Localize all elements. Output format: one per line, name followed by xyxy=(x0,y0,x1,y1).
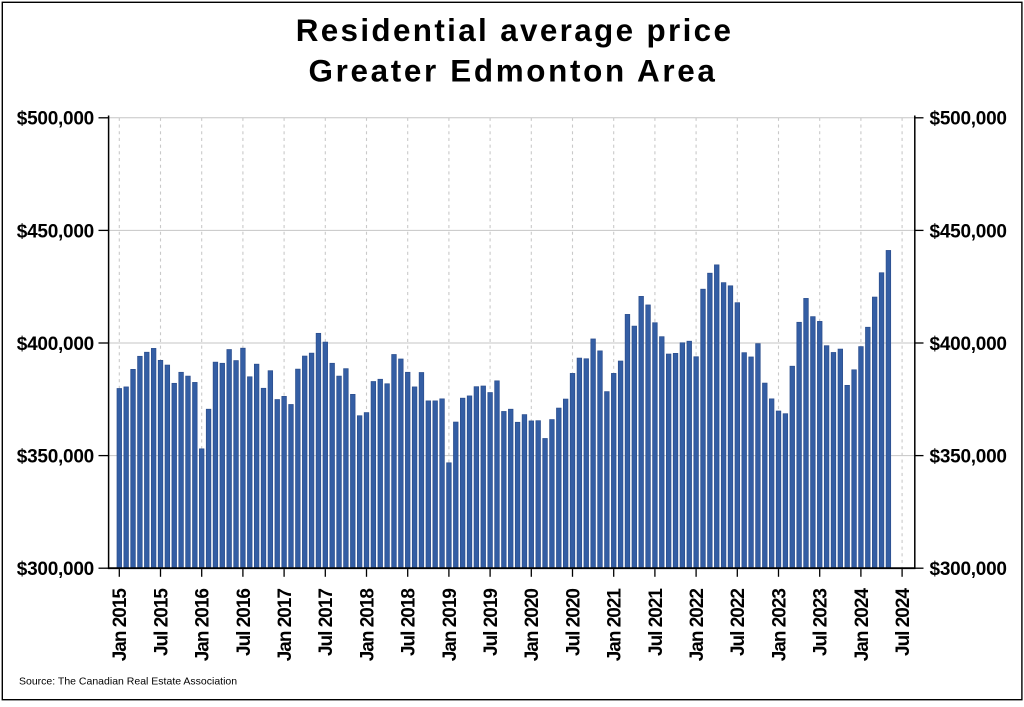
svg-text:Source: The Canadian Real Esta: Source: The Canadian Real Estate Associa… xyxy=(19,676,237,688)
svg-text:Jul 2021: Jul 2021 xyxy=(646,588,667,656)
svg-text:Jul 2016: Jul 2016 xyxy=(234,589,255,656)
svg-text:$500,000: $500,000 xyxy=(930,109,1007,130)
svg-text:Jan 2018: Jan 2018 xyxy=(357,589,378,662)
svg-text:Jul 2017: Jul 2017 xyxy=(316,589,337,656)
svg-text:$500,000: $500,000 xyxy=(17,109,94,130)
svg-text:Jul 2023: Jul 2023 xyxy=(811,589,832,656)
svg-text:Residential average price: Residential average price xyxy=(296,13,734,48)
svg-text:Jan 2019: Jan 2019 xyxy=(440,589,461,662)
svg-text:Jul 2024: Jul 2024 xyxy=(893,588,914,656)
svg-text:$450,000: $450,000 xyxy=(17,221,94,242)
svg-text:$300,000: $300,000 xyxy=(930,559,1007,580)
svg-text:Jan 2023: Jan 2023 xyxy=(769,589,790,662)
svg-text:Jul 2015: Jul 2015 xyxy=(151,588,172,656)
svg-text:Jul 2018: Jul 2018 xyxy=(399,589,420,656)
svg-text:Jan 2016: Jan 2016 xyxy=(193,589,214,662)
svg-text:$350,000: $350,000 xyxy=(930,447,1007,468)
svg-text:$400,000: $400,000 xyxy=(930,334,1007,355)
svg-text:Jan 2017: Jan 2017 xyxy=(275,589,296,662)
svg-text:Jan 2020: Jan 2020 xyxy=(522,589,543,662)
svg-text:$300,000: $300,000 xyxy=(17,559,94,580)
svg-text:Jul 2022: Jul 2022 xyxy=(728,589,749,656)
svg-text:Jul 2019: Jul 2019 xyxy=(481,589,502,656)
svg-text:Jan 2021: Jan 2021 xyxy=(605,588,626,662)
svg-text:Jan 2022: Jan 2022 xyxy=(687,589,708,662)
svg-text:$400,000: $400,000 xyxy=(17,334,94,355)
svg-text:Jan 2015: Jan 2015 xyxy=(110,588,131,662)
svg-text:Jul 2020: Jul 2020 xyxy=(563,589,584,656)
svg-text:Jan 2024: Jan 2024 xyxy=(852,588,873,662)
svg-text:$350,000: $350,000 xyxy=(17,447,94,468)
svg-text:Greater Edmonton Area: Greater Edmonton Area xyxy=(309,54,718,89)
svg-text:$450,000: $450,000 xyxy=(930,221,1007,242)
